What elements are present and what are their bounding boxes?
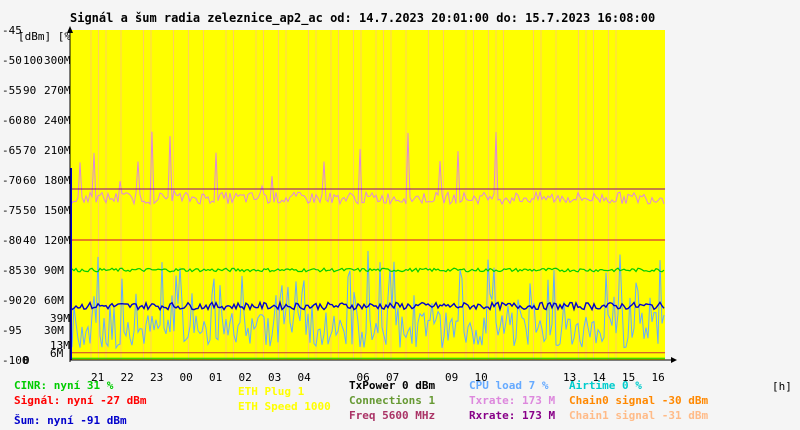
y-tick-dbm: -65 <box>2 144 22 157</box>
y-tick-pct: 60 <box>23 174 36 187</box>
legend-entry: ETH Speed 1000 <box>238 400 331 413</box>
y-tick-rate: 270M <box>44 84 71 97</box>
legend-entry: Chain0 signal -30 dBm <box>569 394 709 407</box>
y-tick-pct: 40 <box>23 234 36 247</box>
x-tick-label: 00 <box>180 371 193 384</box>
y-tick-dbm: -50 <box>2 54 22 67</box>
y-tick-pct: 30 <box>23 264 36 277</box>
y-tick-rate: 180M <box>44 174 71 187</box>
x-tick-label: 04 <box>298 371 312 384</box>
x-tick-label: 23 <box>150 371 163 384</box>
legend-entry: Signál: nyní -27 dBm <box>14 394 147 407</box>
legend-entry: Airtime 0 % <box>569 379 642 392</box>
y-tick-rate: 30M <box>44 324 64 337</box>
legend-entry: ETH Plug 1 <box>238 385 305 398</box>
chart-title: Signál a šum radia zeleznice_ap2_ac od: … <box>70 11 655 26</box>
hours-unit: [h] <box>772 380 792 393</box>
x-tick-label: 07 <box>386 371 399 384</box>
y-tick-rate: 150M <box>44 204 71 217</box>
y-tick-pct: 50 <box>23 204 36 217</box>
legend-entry: Connections 1 <box>349 394 436 407</box>
x-tick-label: 21 <box>91 371 104 384</box>
y-tick-pct: 0 <box>23 354 30 367</box>
chart-marks <box>69 131 665 360</box>
x-tick-label: 15 <box>622 371 635 384</box>
y-tick-pct: 90 <box>23 84 36 97</box>
txrate-line <box>69 131 665 206</box>
y-tick-dbm: -100 <box>2 354 29 367</box>
y-tick-pct: 80 <box>23 114 36 127</box>
y-extra-label: 6M <box>50 347 64 360</box>
x-tick-label: 02 <box>239 371 252 384</box>
y-tick-pct: 20 <box>23 294 36 307</box>
y-tick-dbm: -90 <box>2 294 22 307</box>
y-extra-label: 39M <box>50 312 70 325</box>
y-tick-pct: 100 <box>23 54 43 67</box>
legend-entry: Txrate: 173 M <box>469 394 556 407</box>
y-tick-dbm: -95 <box>2 324 22 337</box>
y-tick-dbm: -80 <box>2 234 22 247</box>
y-tick-rate: 210M <box>44 144 71 157</box>
legend-entry: CINR: nyní 31 % <box>14 379 114 392</box>
y-tick-dbm: -45 <box>2 24 22 37</box>
legend-entry: Rxrate: 173 M <box>469 409 556 422</box>
y-tick-rate: 300M <box>44 54 71 67</box>
x-tick-label: 13 <box>563 371 576 384</box>
legend-entry: Freq 5600 MHz <box>349 409 436 422</box>
legend-entry: Šum: nyní -91 dBm <box>14 414 127 427</box>
x-tick-label: 03 <box>268 371 281 384</box>
y-tick-rate: 90M <box>44 264 64 277</box>
y-extra-label: 13M <box>50 339 70 352</box>
x-tick-label: 14 <box>593 371 607 384</box>
y-axis-arrow <box>67 26 73 33</box>
cinr-line <box>69 267 665 273</box>
y-tick-dbm: -55 <box>2 84 22 97</box>
y-tick-dbm: -85 <box>2 264 22 277</box>
y-tick-dbm: -70 <box>2 174 22 187</box>
y-tick-pct: 70 <box>23 144 36 157</box>
y-axis: -45 -50 100 300M -55 90 270M -60 80 240M -65 70 210M… <box>2 24 71 367</box>
cpu-load-line <box>69 250 665 350</box>
legend-entry: Chain1 signal -31 dBm <box>569 409 709 422</box>
y-tick-dbm: -75 <box>2 204 22 217</box>
y-tick-dbm: -60 <box>2 114 22 127</box>
unit-label: [dBm] [%] <box>18 30 78 43</box>
x-tick-label: 06 <box>357 371 370 384</box>
legend-entry: CPU load 7 % <box>469 379 549 392</box>
x-tick-label: 10 <box>475 371 488 384</box>
y-tick-rate: 60M <box>44 294 64 307</box>
legend-entry: TxPower 0 dBm <box>349 379 436 392</box>
y-tick-rate: 240M <box>44 114 71 127</box>
x-axis: 21 22 23 00 01 02 03 04 06 07 09 10 13 14 15 16 <box>67 26 677 384</box>
x-axis-arrow <box>671 357 677 363</box>
x-tick-label: 22 <box>121 371 134 384</box>
noise-line <box>69 300 665 312</box>
x-tick-label: 16 <box>652 371 665 384</box>
x-tick-label: 01 <box>209 371 222 384</box>
y-tick-rate: 120M <box>44 234 71 247</box>
x-tick-label: 09 <box>445 371 458 384</box>
